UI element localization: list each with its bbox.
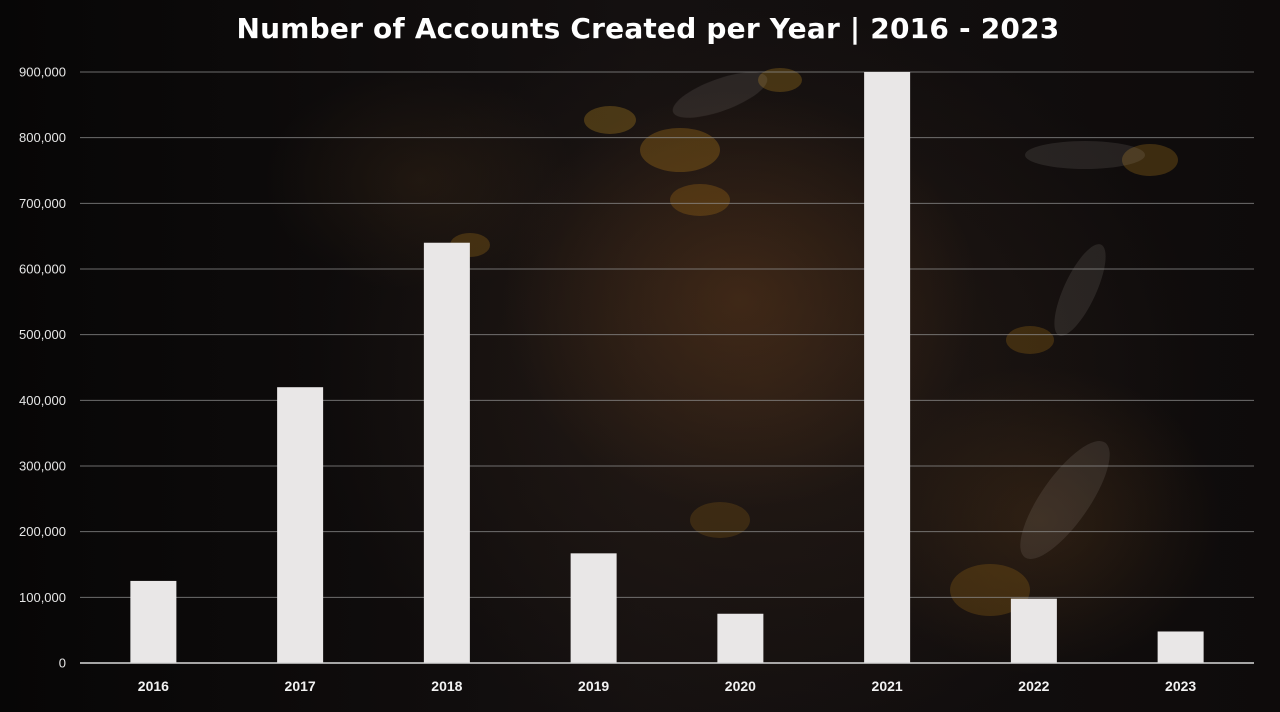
y-axis-ticks: 0 100,000 200,000 300,000 400,000 500,000 600,… [19,65,66,671]
y-tick-label: 900,000 [19,65,66,80]
y-tick-label: 400,000 [19,393,66,408]
y-tick-label: 500,000 [19,327,66,342]
bar-2018 [423,242,470,663]
bar-2016 [130,580,177,663]
bar-2021 [864,72,911,663]
x-tick-label: 2017 [285,678,316,694]
y-tick-label: 800,000 [19,130,66,145]
x-tick-label: 2023 [1165,678,1196,694]
y-tick-label: 0 [59,656,66,671]
gridlines [80,71,1254,598]
bar-2022 [1010,598,1057,663]
x-tick-label: 2020 [725,678,756,694]
x-tick-label: 2018 [431,678,462,694]
chart-title: Number of Accounts Created per Year | 20… [236,12,1060,45]
y-tick-label: 200,000 [19,524,66,539]
y-tick-label: 100,000 [19,590,66,605]
bar-2020 [717,613,764,663]
x-tick-label: 2021 [872,678,903,694]
bar-2019 [570,553,617,663]
x-tick-label: 2022 [1018,678,1049,694]
bars [130,72,1204,663]
x-tick-label: 2019 [578,678,609,694]
bar-2023 [1157,631,1204,663]
bar-2017 [277,387,324,663]
y-tick-label: 700,000 [19,196,66,211]
x-axis-ticks: 2016 2017 2018 2019 2020 2021 2022 2023 [138,678,1197,694]
y-tick-label: 600,000 [19,262,66,277]
y-tick-label: 300,000 [19,459,66,474]
x-tick-label: 2016 [138,678,169,694]
